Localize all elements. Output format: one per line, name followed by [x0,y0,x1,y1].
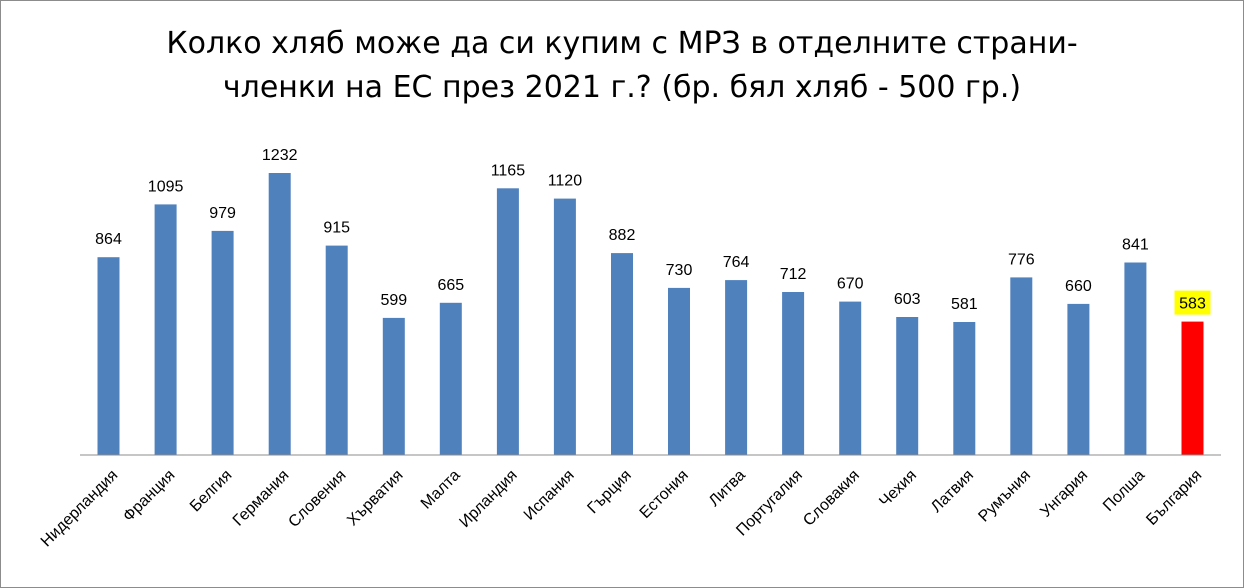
data-label: 660 [1065,278,1092,295]
x-tick-label: Чехия [876,467,920,511]
x-tick-label: Белгия [187,467,236,516]
x-tick-label: Унгария [1037,467,1091,521]
x-tick-label: Нидерландия [38,467,122,551]
x-tick-label: Литва [706,467,749,510]
bar [439,302,462,455]
x-tick-label: Словения [285,467,349,531]
data-label: 1095 [148,178,184,195]
bar [839,301,862,455]
x-tick-label: Полша [1100,467,1148,515]
bar [725,280,748,455]
bar [668,287,690,455]
x-tick-label: Ирландия [456,467,520,531]
bar [154,204,177,455]
data-label: 1120 [548,173,583,190]
chart-title-line-1: Колко хляб може да си купим с МРЗ в отде… [166,26,1078,61]
bar [211,230,234,455]
x-tick-label: Испания [521,467,578,524]
chart-title-line-2: членки на ЕС през 2021 г.? (бр. бял хляб… [222,70,1022,105]
x-tick-label: Гърция [584,467,634,517]
x-tick-label: България [1143,467,1205,529]
data-label: 882 [609,227,636,244]
data-label: 1232 [262,147,298,164]
data-label: 764 [723,254,750,271]
bar [896,317,919,455]
data-label: 583 [1179,296,1206,313]
bar [1181,321,1204,455]
x-tick-label: Франция [120,467,178,525]
data-label: 915 [323,220,350,237]
data-label: 665 [437,277,464,294]
bar [553,198,576,455]
x-tick-label: Латвия [928,467,977,516]
data-label: 730 [666,262,693,279]
x-tick-label: Малта [418,467,464,513]
bar [953,322,976,455]
x-tick-label: Румъния [975,467,1034,526]
data-label-highlight-background [1174,290,1211,315]
data-label: 581 [951,296,978,313]
bar [382,317,405,455]
bar [496,188,519,456]
bar [97,257,120,455]
data-label: 670 [837,276,864,293]
bar [268,173,291,455]
x-tick-label: Германия [230,467,293,530]
x-tick-label: Естония [637,467,692,522]
chart-title: Колко хляб може да си купим с МРЗ в отде… [0,22,1244,110]
x-tick-label: Хърватия [344,467,406,529]
data-label: 979 [209,205,236,222]
data-label: 599 [380,292,407,309]
bar [1067,303,1090,455]
data-label: 841 [1122,237,1149,254]
bar [1124,262,1147,455]
bar [611,253,633,455]
x-tick-label: Словакия [800,467,863,530]
data-label: 712 [780,266,807,283]
data-label: 1165 [491,162,526,179]
bar [782,292,805,455]
data-label: 864 [95,231,122,248]
bar [1010,277,1033,455]
bar [325,245,348,455]
data-label: 776 [1008,251,1035,268]
data-label: 603 [894,291,921,308]
